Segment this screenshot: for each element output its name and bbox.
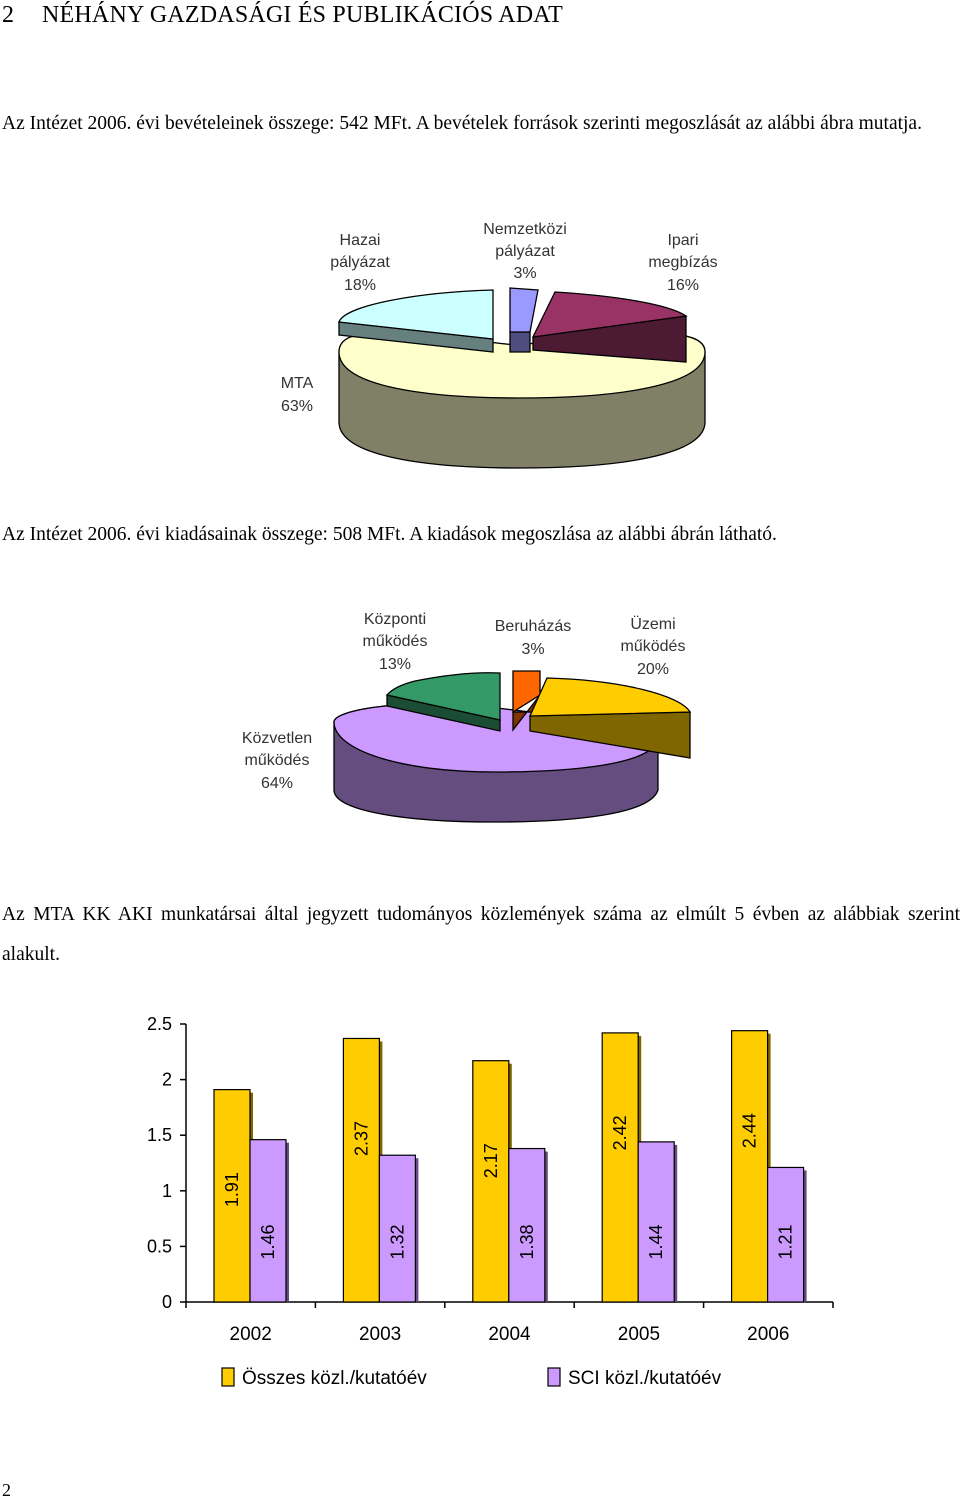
y-tick-label: 2.5: [147, 1014, 172, 1034]
x-tick-label: 2004: [488, 1324, 531, 1345]
expenses-value-beruhazas: 3%: [521, 641, 544, 658]
revenue-pie-label-ipari: Ipari megbízás 16%: [648, 232, 717, 294]
expenses-pie-chart: Központi működés 13% Beruházás 3% Üzemi …: [242, 611, 692, 823]
bar: [766, 1166, 805, 1303]
expenses-label-kozvetlen-line1: Közvetlen: [242, 730, 312, 747]
publications-paragraph: Az MTA KK AKI munkatársai által jegyzett…: [2, 904, 960, 965]
bar-value-label: 1.44: [646, 1224, 666, 1259]
revenue-pie-label-mta: MTA 63%: [281, 375, 314, 415]
section-heading: 2 NÉHÁNY GAZDASÁGI ÉS PUBLIKÁCIÓS ADAT: [2, 2, 563, 29]
publications-bar-chart: 0 0.5 1 1.5 2 2.5 2002 1.91 1.46 2003 2.37 1.32 2004…: [147, 1014, 834, 1389]
revenue-paragraph: Az Intézet 2006. évi bevételeinek összeg…: [2, 113, 922, 134]
legend-label: SCI közl./kutatóév: [568, 1368, 722, 1389]
expenses-pie-slice-kozponti: [385, 672, 501, 732]
expenses-label-uzemi-line2: működés: [621, 638, 686, 655]
revenue-value-hazai: 18%: [344, 277, 376, 294]
legend-swatch: [221, 1367, 235, 1387]
bar-value-label: 2.37: [351, 1121, 371, 1156]
expenses-label-uzemi-line1: Üzemi: [630, 615, 675, 633]
y-tick-label: 0.5: [147, 1236, 172, 1256]
revenue-pie-label-hazai: Hazai pályázat 18%: [330, 232, 390, 294]
y-tick-label: 2: [162, 1070, 172, 1090]
revenue-label-ipari-line1: Ipari: [667, 232, 698, 249]
x-tick-label: 2002: [230, 1324, 272, 1345]
legend-swatch: [547, 1367, 561, 1387]
bar-value-label: 2.17: [481, 1143, 501, 1178]
expenses-label-beruhazas: Beruházás: [495, 618, 572, 635]
revenue-label-ipari-line2: megbízás: [648, 254, 717, 271]
revenue-label-hazai-line2: pályázat: [330, 254, 390, 271]
expenses-pie-slice-uzemi: [528, 677, 692, 759]
expenses-pie-slice-beruhazas: [512, 670, 541, 732]
bar: [637, 1141, 675, 1303]
legend-label: Összes közl./kutatóév: [242, 1368, 427, 1389]
expenses-pie-label-kozvetlen: Közvetlen működés 64%: [242, 730, 312, 792]
expenses-label-kozponti-line1: Központi: [364, 611, 426, 628]
x-tick-label: 2006: [747, 1324, 789, 1345]
bar-value-label: 1.91: [222, 1172, 242, 1207]
bar: [249, 1139, 287, 1303]
bar: [472, 1060, 510, 1303]
revenue-pie-chart: Hazai pályázat 18% Nemzetközi pályázat 3…: [281, 221, 718, 469]
y-tick-label: 1: [162, 1181, 172, 1201]
expenses-pie-label-uzemi: Üzemi működés 20%: [621, 615, 686, 678]
revenue-label-nemzetkozi-line2: pályázat: [495, 243, 555, 260]
expenses-value-uzemi: 20%: [637, 661, 669, 678]
bar-value-label: 1.38: [517, 1224, 537, 1259]
bar: [342, 1037, 380, 1303]
expenses-label-kozvetlen-line2: működés: [245, 752, 310, 769]
bar: [213, 1089, 251, 1303]
revenue-pie-label-nemzetkozi: Nemzetközi pályázat 3%: [483, 221, 567, 282]
x-tick-label: 2005: [618, 1324, 660, 1345]
bar-value-label: 2.44: [740, 1113, 760, 1148]
bar-value-label: 1.46: [258, 1224, 278, 1259]
expenses-value-kozvetlen: 64%: [261, 775, 293, 792]
y-tick-label: 1.5: [147, 1125, 172, 1145]
section-title: NÉHÁNY GAZDASÁGI ÉS PUBLIKÁCIÓS ADAT: [42, 2, 563, 28]
revenue-pie-slice-nemzetkozi: [509, 287, 539, 353]
bar: [508, 1147, 546, 1303]
revenue-label-mta: MTA: [281, 375, 314, 392]
bar: [378, 1154, 416, 1303]
section-number: 2: [2, 2, 15, 28]
page-number: 2: [2, 1480, 11, 1500]
revenue-pie-slice-ipari: [531, 291, 688, 363]
y-tick-label: 0: [162, 1292, 172, 1312]
expenses-pie-label-beruhazas: Beruházás 3%: [495, 618, 572, 658]
expenses-pie-label-kozponti: Központi működés 13%: [363, 611, 428, 673]
bar-value-label: 2.42: [610, 1115, 630, 1150]
bar-value-label: 1.32: [387, 1224, 407, 1259]
expenses-paragraph: Az Intézet 2006. évi kiadásainak összege…: [2, 524, 777, 545]
bar: [601, 1032, 639, 1303]
bar-value-label: 1.21: [776, 1224, 796, 1259]
revenue-pie-slice-hazai: [338, 289, 494, 353]
revenue-label-nemzetkozi-line1: Nemzetközi: [483, 221, 567, 238]
expenses-label-kozponti-line2: működés: [363, 633, 428, 650]
expenses-value-kozponti: 13%: [379, 656, 411, 673]
revenue-value-ipari: 16%: [667, 277, 699, 294]
x-tick-label: 2003: [359, 1324, 401, 1345]
revenue-label-hazai-line1: Hazai: [340, 232, 381, 249]
revenue-value-nemzetkozi: 3%: [513, 265, 536, 282]
revenue-value-mta: 63%: [281, 398, 313, 415]
bar: [730, 1030, 769, 1303]
